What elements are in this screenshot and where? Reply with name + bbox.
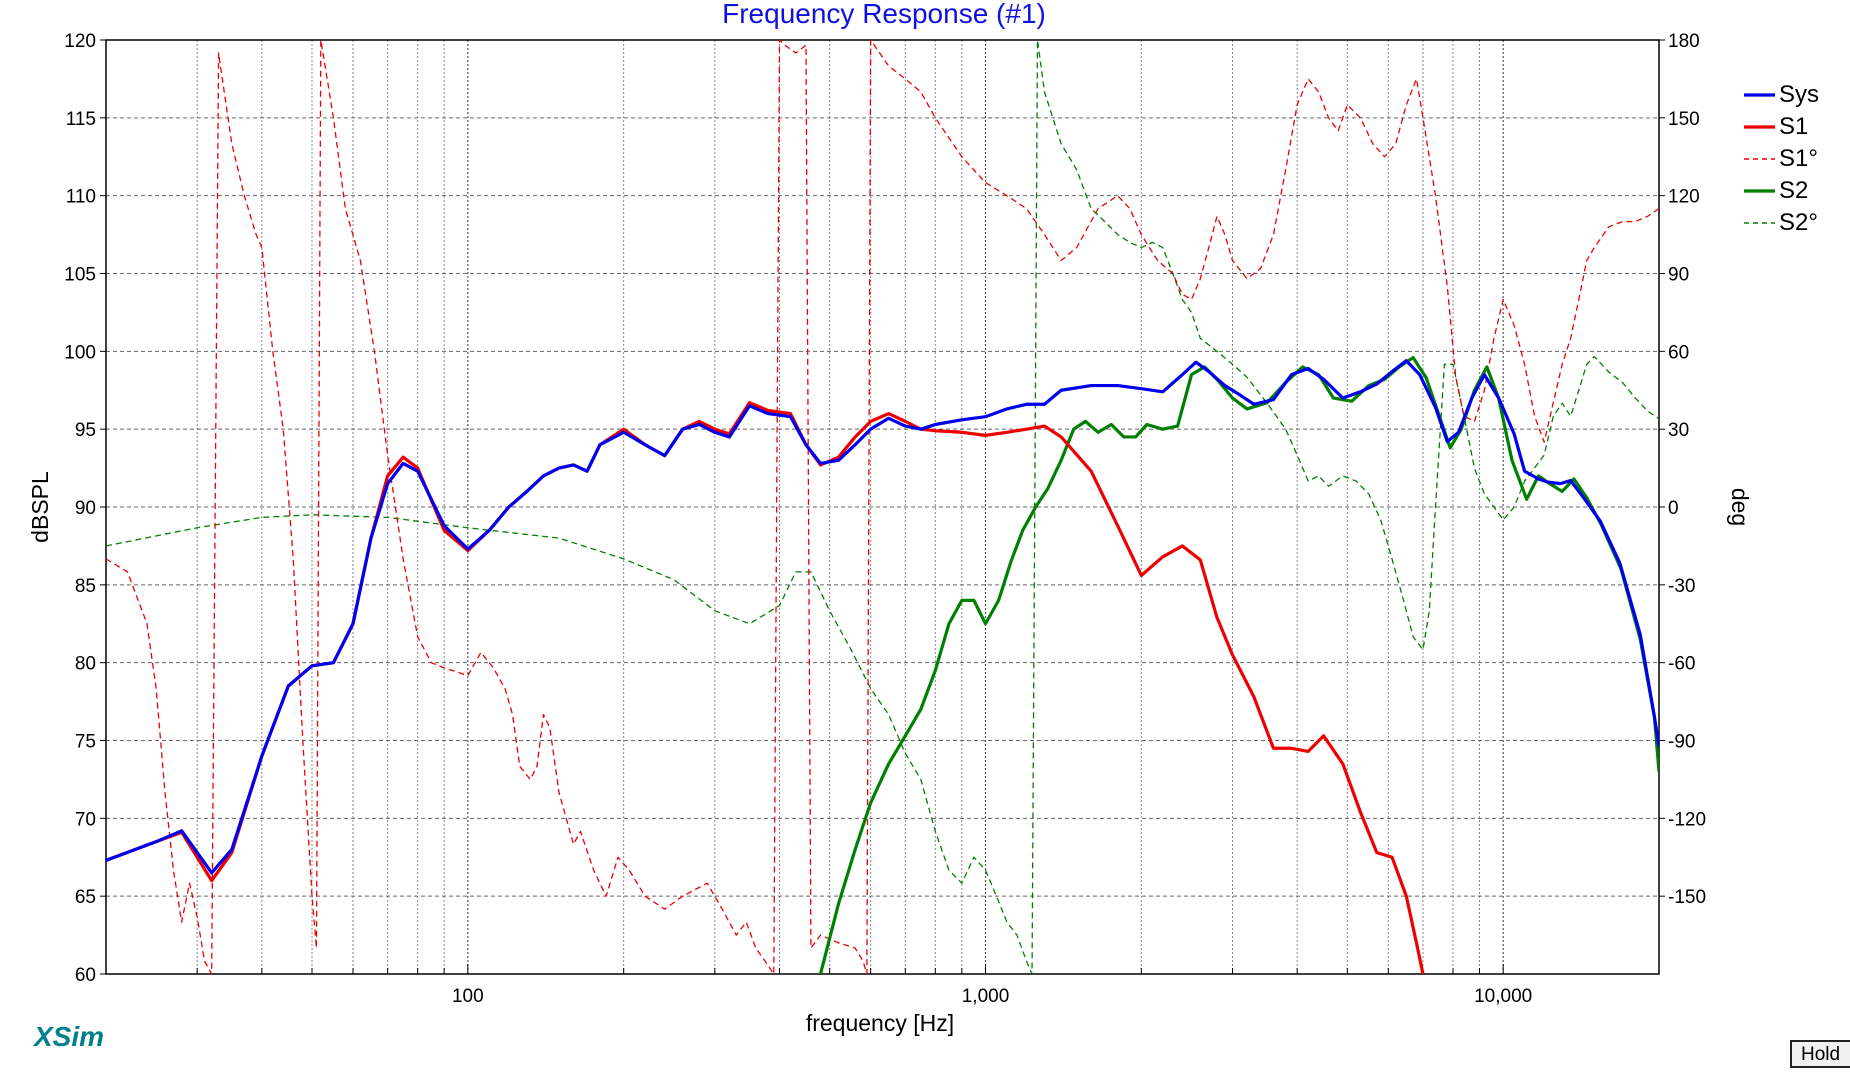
y-tick-label-left: 110	[66, 187, 96, 208]
y-tick-label-right: -120	[1668, 809, 1706, 830]
x-tick-label: 1,000	[962, 986, 1010, 1007]
series-line-sys	[106, 359, 1659, 875]
y-tick-label-left: 115	[66, 109, 96, 130]
y-tick-label-left: 75	[75, 732, 96, 753]
series-line-s2	[818, 355, 1659, 974]
y-tick-label-right: 60	[1668, 342, 1689, 363]
axis-ticks: 60 65 70 75 80 85 90 95 100 105 110 115 120 -150 -120 -…	[64, 31, 1706, 1007]
x-tick-label: 10,000	[1474, 986, 1532, 1007]
y-tick-label-left: 65	[75, 887, 96, 908]
legend-entry: S2°	[1779, 209, 1818, 236]
legend-entry: S1	[1779, 113, 1808, 140]
x-tick-label: 100	[452, 986, 484, 1007]
y-tick-label-left: 105	[64, 265, 96, 286]
legend-entry: S2	[1779, 177, 1808, 204]
series-lines	[106, 40, 1659, 974]
y-tick-label-right: -30	[1668, 576, 1695, 597]
y-axis-label-right: deg	[1727, 488, 1753, 526]
xsim-logo: XSim	[32, 1021, 104, 1052]
grid-lines	[106, 40, 1659, 974]
y-tick-label-right: 0	[1668, 498, 1679, 519]
y-tick-label-right: 90	[1668, 265, 1689, 286]
y-tick-label-left: 120	[64, 31, 96, 52]
series-line-s1-phase	[106, 40, 1659, 974]
series-line-s1	[106, 401, 1425, 974]
y-tick-label-left: 95	[75, 420, 96, 441]
legend-entry: Sys	[1779, 81, 1819, 108]
series-line-s2-phase	[106, 40, 1659, 974]
y-tick-label-right: 120	[1668, 187, 1700, 208]
hold-button[interactable]: Hold	[1790, 1040, 1850, 1068]
y-tick-label-right: -150	[1668, 887, 1706, 908]
y-tick-label-right: 30	[1668, 420, 1689, 441]
y-tick-label-left: 80	[75, 654, 96, 675]
y-tick-label-left: 100	[64, 342, 96, 363]
legend-entry: S1°	[1779, 145, 1818, 172]
y-tick-label-right: 150	[1668, 109, 1700, 130]
legend: Sys S1 S1° S2 S2°	[1744, 81, 1819, 236]
y-tick-label-left: 90	[75, 498, 96, 519]
y-tick-label-right: -60	[1668, 654, 1695, 675]
x-axis-label: frequency [Hz]	[806, 1010, 954, 1036]
y-tick-label-right: -90	[1668, 732, 1695, 753]
chart-title: Frequency Response (#1)	[722, 0, 1046, 29]
y-tick-label-left: 60	[75, 965, 96, 986]
y-tick-label-left: 85	[75, 576, 96, 597]
y-axis-label-left: dBSPL	[27, 471, 53, 543]
y-tick-label-right: 180	[1668, 31, 1700, 52]
y-tick-label-left: 70	[75, 809, 96, 830]
